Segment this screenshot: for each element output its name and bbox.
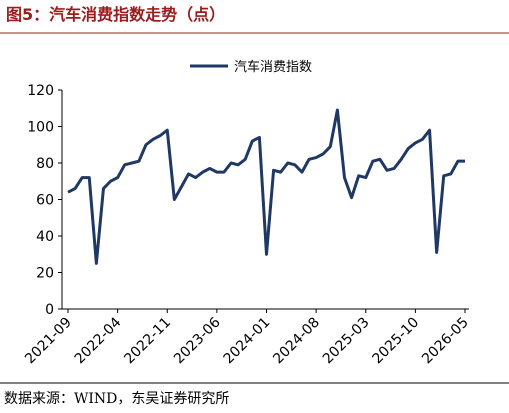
y-tick-label: 0 [45,302,54,318]
y-tick-label: 120 [27,83,54,99]
y-tick-label: 40 [36,229,54,245]
x-tick-label: 2022-11 [121,315,174,368]
x-tick-label: 2023-06 [171,314,224,367]
y-tick-label: 60 [36,193,54,209]
y-tick-label: 20 [36,266,54,282]
x-tick-label: 2025-10 [370,315,423,368]
x-tick-label: 2025-03 [320,315,373,368]
chart-title: 图5：汽车消费指数走势（点） [6,5,225,24]
x-tick-label: 2024-08 [270,315,323,368]
x-tick-label: 2024-01 [221,315,274,368]
x-tick-label: 2021-09 [22,315,75,368]
y-tick-label: 100 [27,120,54,136]
source: 数据来源：WIND，东吴证券研究所 [4,391,229,407]
x-tick-label: 2022-04 [72,314,125,367]
series-line [67,108,465,265]
legend-label: 汽车消费指数 [234,59,312,75]
x-tick-label: 2026-05 [419,315,472,368]
y-tick-label: 80 [36,156,54,172]
